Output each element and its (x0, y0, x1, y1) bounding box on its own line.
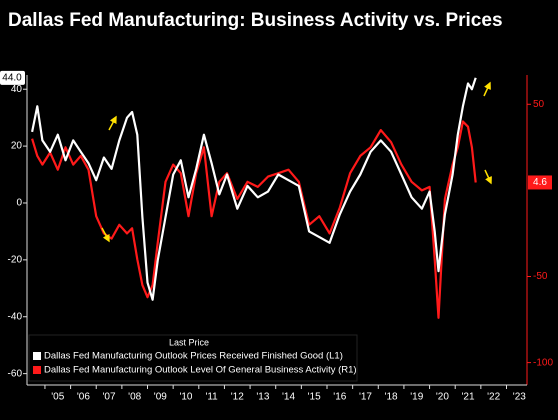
x-tick-label: '08 (128, 392, 141, 403)
series-line (31, 77, 477, 301)
x-tick-label: '22 (487, 392, 500, 403)
x-tick-label: '09 (154, 392, 167, 403)
y2-tick-label: -100 (533, 357, 553, 368)
y-tick-label: -20 (8, 255, 23, 266)
legend-label: Dallas Fed Manufacturing Outlook Level O… (44, 365, 357, 376)
y-tick-label: -40 (8, 311, 23, 322)
y-tick-label: 0 (16, 198, 22, 209)
x-tick-label: '12 (231, 392, 244, 403)
legend-box (28, 334, 358, 382)
x-tick-label: '05 (51, 392, 64, 403)
y-tick-label: -60 (8, 368, 23, 379)
arrow (484, 169, 492, 185)
x-tick-label: '17 (359, 392, 372, 403)
y2-tick-label: -50 (533, 271, 548, 282)
legend-title: Last Price (169, 337, 209, 347)
x-tick-label: '18 (385, 392, 398, 403)
x-tick-label: '16 (333, 392, 346, 403)
x-tick-label: '06 (77, 392, 90, 403)
last-value-tag (528, 175, 552, 190)
x-tick-label: '10 (179, 392, 192, 403)
x-tick-label: '21 (462, 392, 475, 403)
chart-title: Dallas Fed Manufacturing: Business Activ… (8, 10, 503, 31)
series-line (31, 120, 477, 319)
legend: Last Price Dallas Fed Manufacturing Outlo… (28, 334, 358, 382)
x-tick-label: '15 (308, 392, 321, 403)
x-tick-label: '07 (103, 392, 116, 403)
y-tick-label: 20 (11, 141, 23, 152)
x-tick-label: '23 (513, 392, 526, 403)
arrow (108, 115, 117, 131)
x-tick-label: '11 (205, 392, 218, 403)
last-value-label: 44.0 (2, 72, 22, 83)
arrow (483, 81, 491, 97)
x-tick-label: '20 (436, 392, 449, 403)
x-tick-label: '13 (256, 392, 269, 403)
y2-tick-label: 50 (533, 99, 545, 110)
y-tick-label: 40 (11, 84, 23, 95)
last-value-tag (0, 70, 25, 85)
plot-area: 40 20 0 -20 -40 -60 50 -50 -100 '05 '06 '07 '08 '09 '1… (0, 70, 553, 403)
legend-swatch (33, 352, 41, 360)
annotation-arrows (101, 81, 492, 243)
x-tick-label: '19 (410, 392, 423, 403)
x-tick-label: '14 (282, 392, 295, 403)
legend-swatch (33, 366, 41, 374)
legend-label: Dallas Fed Manufacturing Outlook Prices … (44, 351, 343, 362)
last-value-label: 4.6 (533, 177, 547, 188)
arrow (101, 227, 110, 243)
